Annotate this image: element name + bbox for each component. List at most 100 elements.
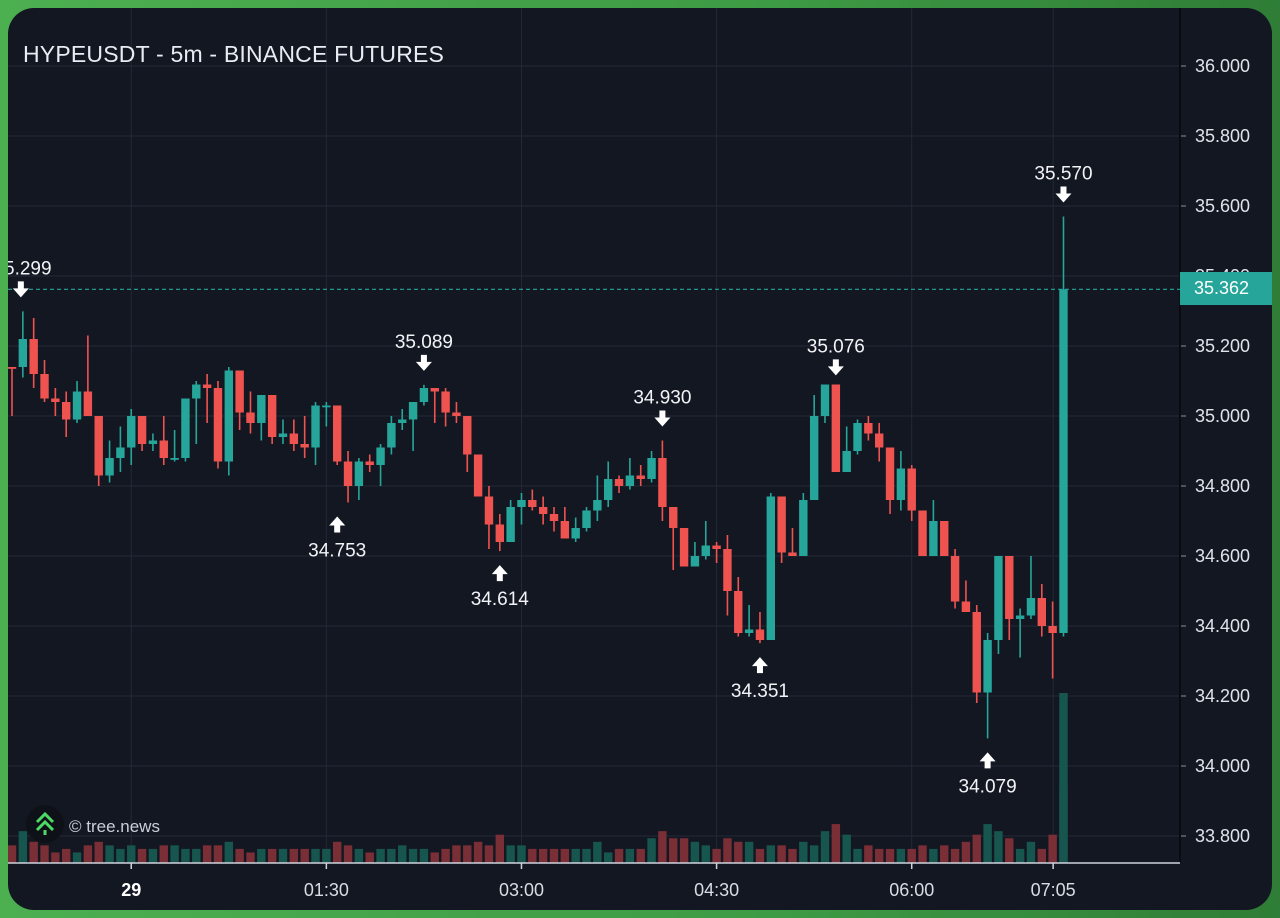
volume-bar — [636, 848, 645, 863]
candle-body — [777, 496, 786, 553]
x-axis-label: 04:30 — [694, 880, 739, 900]
candle-body — [961, 601, 971, 612]
volume-bar — [950, 848, 960, 863]
arrow-down-icon — [1055, 186, 1072, 203]
volume-bar — [669, 838, 678, 863]
volume-bar — [343, 845, 353, 863]
volume-bar — [853, 848, 862, 863]
candle-body — [83, 391, 93, 416]
volume-bar — [961, 841, 971, 863]
extreme-annotation: 34.753 — [308, 516, 366, 561]
volume-bar — [517, 845, 526, 863]
candle-body — [72, 391, 82, 420]
volume-bar — [549, 848, 559, 863]
volume-bar — [929, 848, 938, 863]
candle-body — [376, 447, 385, 465]
candle-body — [192, 384, 201, 399]
extreme-annotation: 34.930 — [633, 388, 691, 427]
candle-body — [94, 416, 103, 476]
volume-bar — [51, 852, 60, 863]
volume-bar — [734, 841, 743, 863]
volume-bar — [62, 848, 71, 863]
candle-body — [625, 475, 635, 486]
candle-body — [1048, 626, 1057, 633]
arrow-down-icon — [654, 410, 671, 427]
volume-bar — [170, 845, 179, 863]
volume-bar — [582, 848, 591, 863]
candle-body — [853, 423, 862, 451]
volume-bar — [419, 848, 429, 863]
volume-bar — [842, 834, 851, 863]
candle-body — [213, 388, 223, 462]
volume-bar — [105, 845, 114, 863]
volume-bar — [94, 841, 103, 863]
arrow-down-icon — [415, 354, 432, 371]
volume-bar — [560, 848, 570, 863]
extreme-annotation: 34.614 — [471, 565, 530, 610]
candle-body — [343, 461, 353, 486]
volume-bar — [267, 848, 277, 863]
volume-bar — [463, 845, 472, 863]
volume-bar — [354, 848, 364, 863]
volume-bar — [907, 848, 916, 863]
candlestick-chart[interactable]: 36.00035.80035.60035.40035.20035.00034.8… — [8, 8, 1272, 910]
candle-body — [647, 458, 656, 479]
volume-bar — [712, 848, 721, 863]
arrow-up-icon — [979, 752, 996, 769]
y-axis-label: 34.800 — [1195, 476, 1250, 496]
candle-body — [517, 500, 526, 507]
candle-body — [148, 440, 158, 444]
candle-body — [831, 384, 841, 472]
volume-bar — [1037, 848, 1046, 863]
extreme-annotation: 34.079 — [959, 752, 1017, 797]
volume-bar — [809, 845, 819, 863]
candle-body — [604, 479, 613, 500]
candle-body — [8, 367, 17, 369]
y-axis-label: 35.200 — [1195, 336, 1250, 356]
volume-bar — [235, 848, 244, 863]
volume-bar — [473, 841, 483, 863]
volume-bar — [181, 848, 190, 863]
candle-body — [311, 405, 320, 448]
candle-body — [224, 370, 233, 462]
svg-text:34.930: 34.930 — [633, 388, 691, 409]
chart-title: HYPEUSDT - 5m - BINANCE FUTURES — [23, 41, 445, 67]
volume-bar — [755, 848, 765, 863]
candle-body — [788, 552, 797, 556]
volume-bar — [1048, 834, 1057, 863]
arrow-up-icon — [329, 516, 346, 533]
volume-bar — [972, 834, 981, 863]
candle-body — [875, 433, 884, 448]
volume-bar — [820, 831, 830, 863]
volume-bar — [289, 848, 299, 863]
candle-body — [571, 528, 580, 539]
volume-bar — [387, 848, 396, 863]
x-axis-label: 01:30 — [304, 880, 349, 900]
candle-body — [62, 402, 71, 420]
volume-bar — [441, 848, 450, 863]
tree-logo-icon — [26, 805, 64, 843]
candle-body — [864, 423, 873, 434]
candle-body — [885, 447, 895, 500]
y-axis-label: 34.600 — [1195, 546, 1250, 566]
svg-text:34.614: 34.614 — [471, 589, 530, 610]
x-axis-label: 07:05 — [1031, 880, 1076, 900]
extreme-annotation: 5.299 — [8, 258, 52, 298]
y-axis-label: 33.800 — [1195, 826, 1250, 846]
volume-bar — [257, 848, 266, 863]
candle-body — [690, 556, 700, 567]
volume-bar — [799, 841, 808, 863]
candle-body — [278, 433, 288, 437]
volume-bar — [148, 848, 158, 863]
volume-bar — [777, 845, 786, 863]
volume-bar — [376, 848, 385, 863]
candle-body — [506, 507, 515, 542]
candle-body — [766, 496, 775, 640]
candle-body — [658, 458, 667, 507]
y-axis-label: 34.400 — [1195, 616, 1250, 636]
svg-text:35.570: 35.570 — [1034, 164, 1092, 185]
candle-body — [235, 370, 244, 413]
volume-bar — [788, 848, 797, 863]
y-axis-label: 35.600 — [1195, 196, 1250, 216]
candle-body — [181, 398, 190, 458]
